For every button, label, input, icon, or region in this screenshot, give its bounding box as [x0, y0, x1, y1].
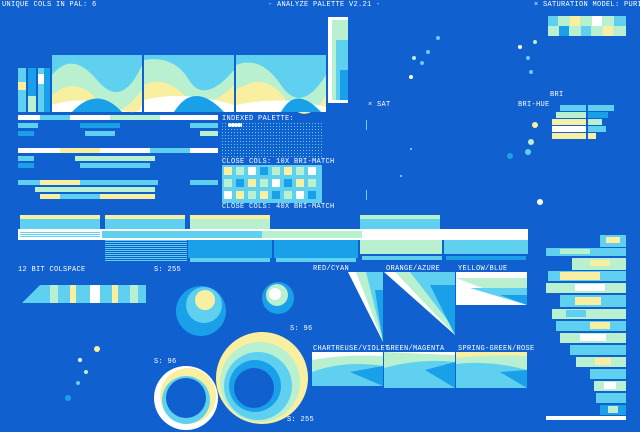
s-label-1: S: 255 — [154, 266, 181, 274]
hue-label: GREEN/MAGENTA — [386, 345, 445, 353]
hue-label: YELLOW/BLUE — [458, 265, 508, 273]
wave-panels — [52, 17, 348, 114]
big-strip — [18, 215, 528, 262]
sat-model: × SATURATION MODEL: PURIT — [534, 1, 640, 9]
close-cols-grid — [222, 165, 322, 203]
hue-label: CHARTREUSE/VIOLET — [313, 345, 390, 353]
bar-groups — [18, 115, 218, 199]
title: - ANALYZE PALETTE V2.21 - — [268, 1, 381, 9]
hue-label: ORANGE/AZURE — [386, 265, 440, 273]
circle-1 — [176, 286, 226, 336]
scatter-dots — [65, 36, 543, 401]
unique-cols: UNIQUE COLS IN PAL: 6 — [2, 1, 97, 9]
sat-grid — [548, 16, 626, 36]
ring-2 — [216, 332, 308, 424]
colspace-strip — [22, 285, 146, 303]
bri-hue-label: BRI-HUE — [518, 101, 550, 109]
hue-panels — [312, 272, 527, 388]
close40-label: CLOSE COLS: 40X BRI-MATCH — [222, 203, 335, 211]
sat-label: × SAT — [368, 101, 391, 109]
colspace-label: 12 BIT COLSPACE — [18, 266, 86, 274]
s-label-4: S: 255 — [287, 416, 314, 424]
s-label-3: S: 96 — [154, 358, 177, 366]
right-column — [546, 235, 626, 420]
indexed-palette — [222, 123, 322, 157]
bri-bars — [552, 105, 614, 139]
hue-label: SPRING-GREEN/ROSE — [458, 345, 535, 353]
bri-label: BRI — [550, 91, 564, 99]
ring-1 — [154, 366, 218, 430]
indexed-label: INDEXED PALETTE: — [222, 115, 294, 123]
bars-left — [18, 68, 50, 112]
s-label-2: S: 96 — [290, 325, 313, 333]
hue-label: RED/CYAN — [313, 265, 349, 273]
close10-label: CLOSE COLS: 10X BRI-MATCH — [222, 158, 335, 166]
circle-2 — [262, 282, 294, 314]
